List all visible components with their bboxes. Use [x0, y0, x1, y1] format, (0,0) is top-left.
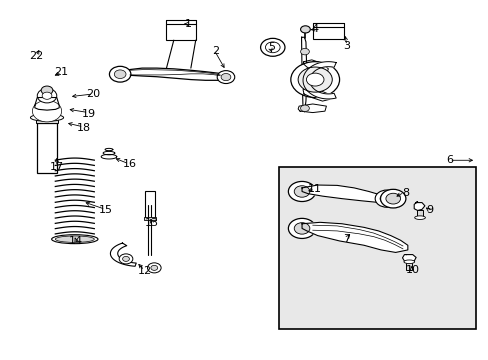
Polygon shape	[301, 37, 306, 112]
Bar	[406, 262, 411, 270]
Circle shape	[122, 256, 129, 261]
Bar	[36, 119, 58, 123]
Bar	[37, 123, 57, 173]
Polygon shape	[298, 104, 326, 113]
Text: 1: 1	[184, 19, 191, 29]
Circle shape	[294, 186, 309, 197]
Text: 15: 15	[98, 206, 112, 216]
Polygon shape	[303, 62, 336, 99]
Circle shape	[385, 193, 400, 204]
Text: 6: 6	[445, 155, 452, 165]
Text: 16: 16	[122, 159, 137, 169]
Text: 21: 21	[55, 67, 69, 77]
Text: 14: 14	[69, 236, 83, 246]
Polygon shape	[303, 60, 328, 74]
Ellipse shape	[55, 236, 94, 242]
Text: 9: 9	[426, 206, 432, 216]
Text: 7: 7	[343, 234, 350, 244]
Polygon shape	[303, 87, 329, 101]
Bar	[278, 167, 475, 329]
Text: 10: 10	[405, 265, 419, 275]
Circle shape	[374, 190, 398, 207]
Bar	[312, 27, 344, 39]
Circle shape	[114, 70, 126, 78]
Circle shape	[221, 73, 230, 81]
Text: 3: 3	[343, 41, 350, 50]
Circle shape	[32, 100, 61, 122]
Text: 20: 20	[86, 89, 100, 99]
Ellipse shape	[52, 235, 98, 244]
Circle shape	[294, 223, 309, 234]
Text: 12: 12	[137, 266, 151, 276]
Circle shape	[290, 62, 339, 98]
Circle shape	[119, 254, 133, 264]
Circle shape	[151, 265, 158, 270]
Bar	[144, 191, 155, 218]
Polygon shape	[413, 202, 424, 211]
Circle shape	[306, 73, 324, 86]
Circle shape	[288, 219, 315, 238]
Circle shape	[379, 194, 393, 204]
Bar	[416, 210, 422, 218]
Circle shape	[260, 39, 285, 56]
Circle shape	[36, 103, 58, 119]
Circle shape	[380, 189, 405, 208]
Text: 22: 22	[29, 51, 43, 61]
Ellipse shape	[414, 216, 425, 220]
Circle shape	[109, 66, 131, 82]
Text: 11: 11	[307, 184, 322, 194]
Text: 19: 19	[81, 109, 95, 119]
Bar	[143, 217, 156, 220]
Polygon shape	[35, 97, 59, 110]
Polygon shape	[110, 243, 136, 266]
Polygon shape	[302, 185, 385, 202]
Text: 8: 8	[401, 188, 408, 198]
Bar	[166, 24, 195, 40]
Ellipse shape	[403, 260, 414, 264]
Circle shape	[300, 105, 309, 112]
Circle shape	[300, 26, 310, 33]
Circle shape	[37, 89, 57, 103]
Circle shape	[265, 42, 280, 53]
Circle shape	[41, 107, 53, 116]
Circle shape	[147, 263, 161, 273]
Polygon shape	[302, 222, 407, 252]
Polygon shape	[402, 255, 415, 262]
Circle shape	[42, 92, 52, 99]
Circle shape	[288, 181, 315, 202]
Text: 13: 13	[144, 218, 159, 228]
Text: 5: 5	[267, 42, 274, 52]
Polygon shape	[121, 68, 224, 80]
Text: 17: 17	[50, 162, 64, 172]
Text: 4: 4	[311, 24, 318, 35]
Circle shape	[41, 86, 53, 95]
Ellipse shape	[30, 114, 63, 121]
Circle shape	[298, 67, 331, 92]
Circle shape	[300, 48, 309, 55]
Circle shape	[217, 71, 234, 84]
Text: 2: 2	[211, 46, 218, 56]
Text: 18: 18	[76, 123, 90, 133]
